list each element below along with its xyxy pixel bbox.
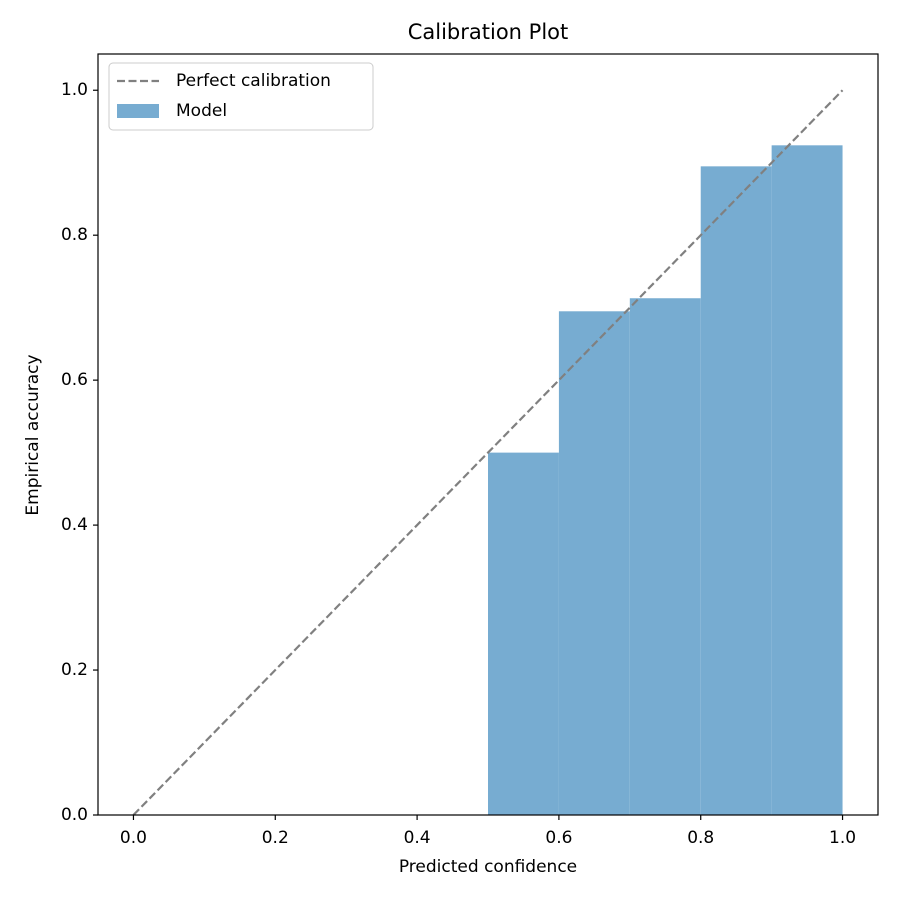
x-axis-label: Predicted confidence — [399, 857, 577, 877]
x-tick-label: 0.8 — [687, 828, 714, 848]
legend-swatch — [117, 104, 159, 118]
x-tick-label: 0.0 — [120, 828, 147, 848]
y-tick-label: 0.2 — [61, 660, 88, 680]
y-tick-label: 0.8 — [61, 225, 88, 245]
x-tick-label: 0.6 — [545, 828, 572, 848]
bar — [700, 166, 772, 816]
bar — [629, 298, 701, 815]
bar — [558, 311, 630, 815]
line — [132, 89, 844, 816]
x-tick-label: 0.4 — [404, 828, 431, 848]
y-tick-label: 0.4 — [61, 515, 88, 535]
y-tick-label: 1.0 — [61, 80, 88, 100]
y-tick-label: 0.0 — [61, 805, 88, 825]
y-axis-label: Empirical accuracy — [23, 354, 43, 515]
chart-title: Calibration Plot — [408, 20, 569, 44]
legend-label: Perfect calibration — [176, 71, 331, 91]
bar — [488, 452, 559, 815]
x-tick-label: 0.2 — [262, 828, 289, 848]
plot-frame — [97, 53, 879, 816]
bar — [771, 145, 843, 815]
y-tick-label: 0.6 — [61, 370, 88, 390]
legend-box — [108, 62, 374, 131]
x-tick-label: 1.0 — [829, 828, 856, 848]
legend-label: Model — [176, 101, 227, 121]
